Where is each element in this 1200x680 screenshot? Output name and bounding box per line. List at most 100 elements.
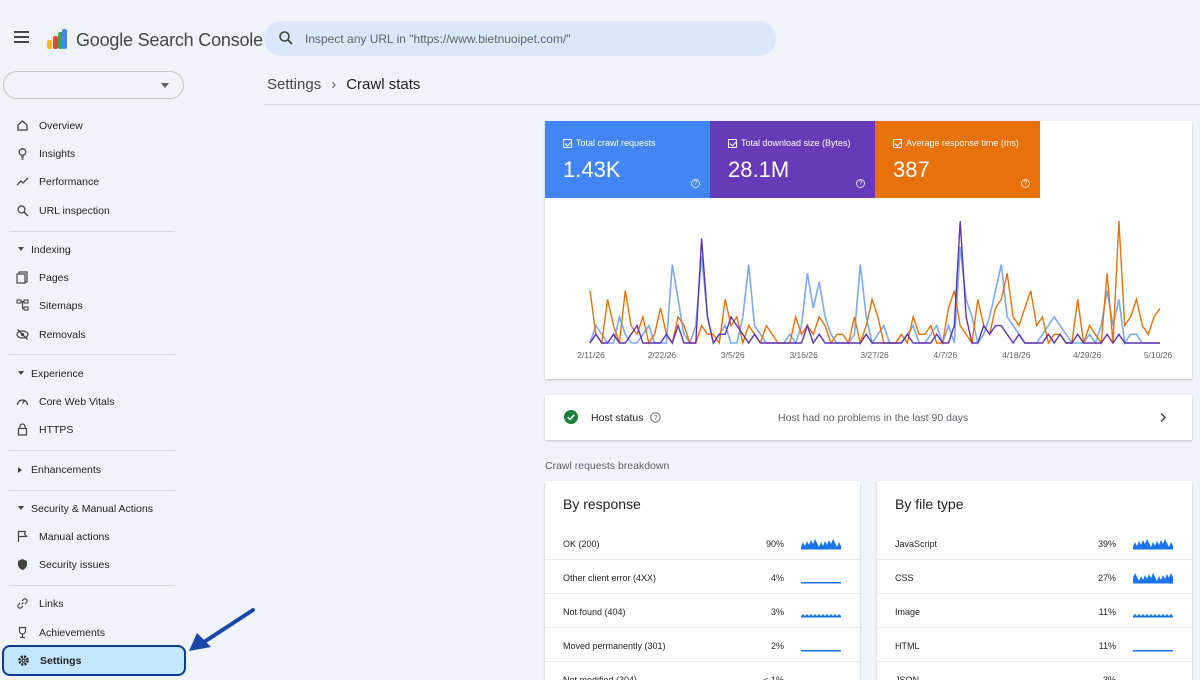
sidebar-item-performance[interactable]: Performance (0, 169, 186, 195)
property-selector[interactable] (3, 71, 184, 99)
header-divider (264, 104, 1200, 105)
sidebar-item-pages[interactable]: Pages (0, 265, 186, 291)
breakdown-row[interactable]: HTML 11% (877, 628, 1192, 662)
row-percent: 4% (770, 573, 784, 583)
app-title: Google Search Console (76, 30, 263, 50)
sidebar-item-label: Performance (39, 176, 100, 188)
sidebar-item-label: Settings (40, 655, 82, 667)
series-line-2 (589, 220, 1160, 345)
caret-down-icon (18, 371, 24, 375)
breakdown-row[interactable]: CSS 27% (877, 560, 1192, 594)
help-icon[interactable]: ? (856, 179, 865, 188)
metric-average-response-time[interactable]: Average response time (ms) 387 ? (875, 121, 1040, 198)
url-inspect-search[interactable]: Inspect any URL in "https://www.bietnuoi… (264, 21, 776, 56)
breakdown-row[interactable]: Moved permanently (301) 2% (545, 628, 860, 662)
check-circle-icon (564, 410, 578, 424)
sidebar-item-achievements[interactable]: Achievements (0, 620, 186, 646)
metric-value: 1.43K (563, 157, 621, 182)
sidebar-item-manual-actions[interactable]: Manual actions (0, 524, 186, 550)
help-icon[interactable]: ? (650, 412, 661, 423)
row-label: HTML (895, 641, 920, 651)
sidebar-item-label: URL inspection (39, 205, 110, 217)
gear-icon (18, 655, 29, 666)
sidebar-item-core-web-vitals[interactable]: Core Web Vitals (0, 389, 186, 415)
sidebar-item-removals[interactable]: Removals (0, 322, 186, 348)
section-label: Security & Manual Actions (31, 503, 153, 515)
row-label: Not modified (304) (563, 675, 638, 680)
sidebar-item-label: HTTPS (39, 424, 74, 436)
metric-value: 28.1M (728, 157, 790, 182)
checkbox-icon[interactable] (893, 139, 902, 148)
sparkline (801, 614, 841, 618)
sidebar-item-label: Core Web Vitals (39, 396, 115, 408)
lightbulb-icon (18, 148, 27, 160)
breakdown-row[interactable]: Other client error (4XX) 4% (545, 560, 860, 594)
trending-up-icon (16, 177, 29, 186)
breakdown-row[interactable]: Not modified (304) < 1% (545, 662, 860, 680)
checkbox-icon[interactable] (728, 139, 737, 148)
top-bar: Google Search Console Inspect any URL in… (0, 0, 1200, 70)
sparkline (1133, 614, 1173, 618)
sidebar-item-overview[interactable]: Overview (0, 113, 186, 139)
sidebar-item-links[interactable]: Links (0, 591, 186, 617)
sidebar-item-https[interactable]: HTTPS (0, 417, 186, 443)
menu-icon[interactable] (14, 31, 29, 43)
breakdown-row[interactable]: Image 11% (877, 594, 1192, 628)
visibility-off-icon (16, 329, 29, 340)
row-percent: 3% (1102, 675, 1116, 680)
row-label: Image (895, 607, 921, 617)
checkbox-icon[interactable] (563, 139, 572, 148)
metric-total-download-size[interactable]: Total download size (Bytes) 28.1M ? (710, 121, 875, 198)
sidebar-divider (9, 490, 175, 491)
caret-down-icon (18, 247, 24, 251)
section-label: Indexing (31, 244, 71, 256)
series-line-0 (589, 247, 1160, 346)
sparkline-area (1133, 614, 1173, 617)
metric-total-crawl-requests[interactable]: Total crawl requests 1.43K ? (545, 121, 710, 198)
svg-text:?: ? (654, 415, 658, 422)
caret-down-icon (18, 506, 24, 510)
sidebar-item-url-inspection[interactable]: URL inspection (0, 198, 186, 224)
metric-label: Total crawl requests (576, 138, 656, 148)
trophy-icon (18, 626, 27, 639)
sidebar-divider (9, 585, 175, 586)
help-icon[interactable]: ? (691, 179, 700, 188)
row-percent: 2% (770, 641, 784, 651)
by-file-type-card: By file type JavaScript 39% CSS 27% Image 11%… (877, 481, 1192, 680)
host-status-card[interactable]: Host status ? Host had no problems in th… (545, 395, 1192, 440)
caret-right-icon (18, 467, 22, 473)
x-tick-label: 4/7/26 (934, 350, 958, 360)
breakdown-row[interactable]: JavaScript 39% (877, 526, 1192, 560)
sidebar-item-insights[interactable]: Insights (0, 141, 186, 167)
chevron-right-icon[interactable] (1158, 412, 1168, 423)
sidebar-item-label: Overview (39, 120, 83, 132)
row-percent: 90% (765, 539, 784, 549)
sidebar-item-security-issues[interactable]: Security issues (0, 552, 186, 578)
help-icon[interactable]: ? (1021, 179, 1030, 188)
pages-icon (16, 271, 28, 284)
caret-down-icon (161, 83, 169, 88)
sidebar-item-label: Links (39, 598, 64, 610)
sparkline-area (801, 539, 841, 549)
sidebar-item-settings[interactable]: Settings (2, 645, 186, 676)
sidebar-section-experience[interactable]: Experience (0, 363, 186, 385)
row-label: Other client error (4XX) (563, 573, 657, 583)
row-percent: 27% (1097, 573, 1116, 583)
breadcrumb-parent[interactable]: Settings (267, 76, 322, 93)
sidebar-section-enhancements[interactable]: Enhancements (0, 459, 186, 481)
search-icon (17, 205, 29, 217)
row-label: Moved permanently (301) (563, 641, 666, 651)
sidebar-item-label: Pages (39, 272, 69, 284)
breakdown-row[interactable]: JSON 3% (877, 662, 1192, 680)
sidebar-item-label: Security issues (39, 559, 110, 571)
breakdown-title: Crawl requests breakdown (545, 460, 670, 472)
sidebar-section-indexing[interactable]: Indexing (0, 239, 186, 261)
sidebar-item-sitemaps[interactable]: Sitemaps (0, 293, 186, 319)
x-tick-label: 3/5/26 (721, 350, 745, 360)
sidebar-item-label: Removals (39, 329, 86, 341)
sparkline (801, 672, 841, 680)
breakdown-row[interactable]: Not found (404) 3% (545, 594, 860, 628)
sidebar-section-security[interactable]: Security & Manual Actions (0, 498, 186, 520)
breakdown-row[interactable]: OK (200) 90% (545, 526, 860, 560)
sidebar-item-label: Sitemaps (39, 300, 83, 312)
